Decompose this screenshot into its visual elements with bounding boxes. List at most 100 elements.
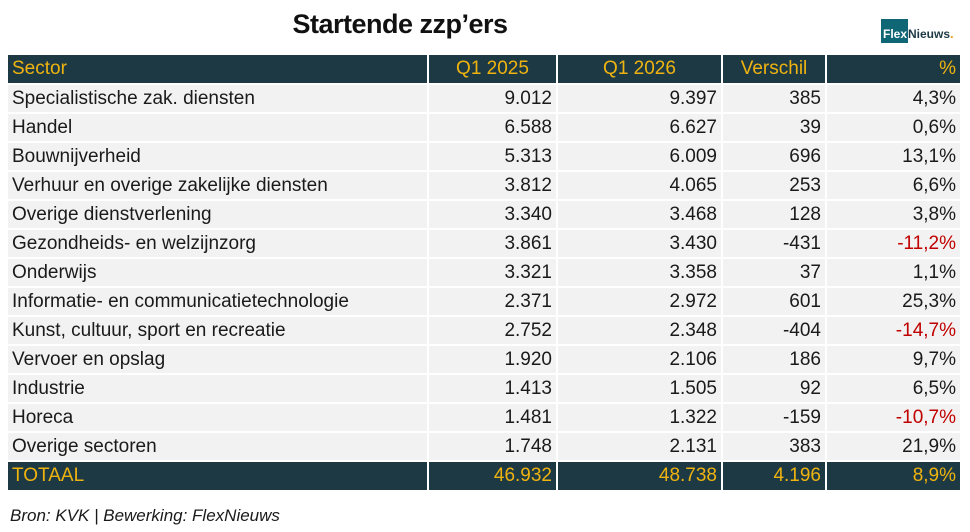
logo-nieuws-text: Nieuws bbox=[908, 27, 951, 41]
q1-2025-cell: 2.752 bbox=[429, 317, 556, 344]
verschil-cell: 253 bbox=[723, 172, 825, 199]
pct-cell: 21,9% bbox=[827, 433, 960, 460]
sector-cell: Horeca bbox=[8, 404, 427, 431]
q1-2026-cell: 6.627 bbox=[558, 114, 721, 141]
header-pct: % bbox=[827, 55, 960, 83]
sector-cell: Handel bbox=[8, 114, 427, 141]
sector-cell: Overige dienstverlening bbox=[8, 201, 427, 228]
sector-cell: Kunst, cultuur, sport en recreatie bbox=[8, 317, 427, 344]
table-row: Overige sectoren 1.748 2.131 383 21,9% bbox=[8, 433, 960, 460]
sector-cell: Overige sectoren bbox=[8, 433, 427, 460]
table-row: Gezondheids- en welzijnzorg 3.861 3.430 -43… bbox=[8, 230, 960, 257]
verschil-cell: 385 bbox=[723, 85, 825, 112]
pct-cell: 1,1% bbox=[827, 259, 960, 286]
q1-2026-cell: 3.358 bbox=[558, 259, 721, 286]
q1-2026-cell: 1.505 bbox=[558, 375, 721, 402]
q1-2025-cell: 3.812 bbox=[429, 172, 556, 199]
q1-2026-cell: 3.468 bbox=[558, 201, 721, 228]
table-row: Informatie- en communicatietechnologie 2.… bbox=[8, 288, 960, 315]
pct-cell: -14,7% bbox=[827, 317, 960, 344]
q1-2025-cell: 1.748 bbox=[429, 433, 556, 460]
pct-cell: -10,7% bbox=[827, 404, 960, 431]
table-row: Bouwnijverheid 5.313 6.009 696 13,1% bbox=[8, 143, 960, 170]
table-row: Horeca 1.481 1.322 -159 -10,7% bbox=[8, 404, 960, 431]
sector-cell: Verhuur en overige zakelijke diensten bbox=[8, 172, 427, 199]
total-q1-2025-cell: 46.932 bbox=[429, 462, 556, 490]
verschil-cell: -431 bbox=[723, 230, 825, 257]
header-sector: Sector bbox=[8, 55, 427, 83]
q1-2025-cell: 9.012 bbox=[429, 85, 556, 112]
pct-cell: 13,1% bbox=[827, 143, 960, 170]
verschil-cell: 39 bbox=[723, 114, 825, 141]
total-row: TOTAAL 46.932 48.738 4.196 8,9% bbox=[8, 462, 960, 490]
verschil-cell: -159 bbox=[723, 404, 825, 431]
verschil-cell: 92 bbox=[723, 375, 825, 402]
flexnieuws-logo: Flex Nieuws . bbox=[881, 19, 954, 43]
table-row: Industrie 1.413 1.505 92 6,5% bbox=[8, 375, 960, 402]
verschil-cell: 186 bbox=[723, 346, 825, 373]
pct-cell: 4,3% bbox=[827, 85, 960, 112]
verschil-cell: -404 bbox=[723, 317, 825, 344]
table-row: Overige dienstverlening 3.340 3.468 128 3,8% bbox=[8, 201, 960, 228]
q1-2026-cell: 2.131 bbox=[558, 433, 721, 460]
q1-2026-cell: 2.972 bbox=[558, 288, 721, 315]
q1-2025-cell: 5.313 bbox=[429, 143, 556, 170]
table-row: Vervoer en opslag 1.920 2.106 186 9,7% bbox=[8, 346, 960, 373]
sector-cell: Vervoer en opslag bbox=[8, 346, 427, 373]
total-q1-2026-cell: 48.738 bbox=[558, 462, 721, 490]
source-note: Bron: KVK | Bewerking: FlexNieuws bbox=[10, 506, 280, 525]
verschil-cell: 128 bbox=[723, 201, 825, 228]
pct-cell: 6,6% bbox=[827, 172, 960, 199]
q1-2026-cell: 2.348 bbox=[558, 317, 721, 344]
q1-2025-cell: 1.413 bbox=[429, 375, 556, 402]
verschil-cell: 383 bbox=[723, 433, 825, 460]
verschil-cell: 696 bbox=[723, 143, 825, 170]
q1-2026-cell: 6.009 bbox=[558, 143, 721, 170]
table-row: Onderwijs 3.321 3.358 37 1,1% bbox=[8, 259, 960, 286]
q1-2025-cell: 1.481 bbox=[429, 404, 556, 431]
table-row: Handel 6.588 6.627 39 0,6% bbox=[8, 114, 960, 141]
sector-cell: Gezondheids- en welzijnzorg bbox=[8, 230, 427, 257]
sector-cell: Industrie bbox=[8, 375, 427, 402]
total-pct-cell: 8,9% bbox=[827, 462, 960, 490]
total-label: TOTAAL bbox=[8, 462, 427, 490]
q1-2026-cell: 2.106 bbox=[558, 346, 721, 373]
q1-2026-cell: 4.065 bbox=[558, 172, 721, 199]
header-q1-2026: Q1 2026 bbox=[558, 55, 721, 83]
pct-cell: 0,6% bbox=[827, 114, 960, 141]
sector-cell: Onderwijs bbox=[8, 259, 427, 286]
table-row: Specialistische zak. diensten 9.012 9.397 3… bbox=[8, 85, 960, 112]
sector-cell: Bouwnijverheid bbox=[8, 143, 427, 170]
q1-2025-cell: 3.861 bbox=[429, 230, 556, 257]
header-verschil: Verschil bbox=[723, 55, 825, 83]
pct-cell: 3,8% bbox=[827, 201, 960, 228]
q1-2025-cell: 2.371 bbox=[429, 288, 556, 315]
q1-2026-cell: 9.397 bbox=[558, 85, 721, 112]
pct-cell: 6,5% bbox=[827, 375, 960, 402]
q1-2026-cell: 1.322 bbox=[558, 404, 721, 431]
verschil-cell: 601 bbox=[723, 288, 825, 315]
pct-cell: 9,7% bbox=[827, 346, 960, 373]
total-verschil-cell: 4.196 bbox=[723, 462, 825, 490]
pct-cell: -11,2% bbox=[827, 230, 960, 257]
table-row: Kunst, cultuur, sport en recreatie 2.752 2… bbox=[8, 317, 960, 344]
logo-dot: . bbox=[950, 26, 954, 41]
page-title: Startende zzp’ers bbox=[292, 9, 508, 39]
sector-cell: Specialistische zak. diensten bbox=[8, 85, 427, 112]
verschil-cell: 37 bbox=[723, 259, 825, 286]
sector-cell: Informatie- en communicatietechnologie bbox=[8, 288, 427, 315]
pct-cell: 25,3% bbox=[827, 288, 960, 315]
table-row: Verhuur en overige zakelijke diensten 3.8… bbox=[8, 172, 960, 199]
header-q1-2025: Q1 2025 bbox=[429, 55, 556, 83]
logo-square: Flex bbox=[881, 19, 908, 43]
q1-2026-cell: 3.430 bbox=[558, 230, 721, 257]
logo-flex-text: Flex bbox=[883, 27, 908, 41]
q1-2025-cell: 6.588 bbox=[429, 114, 556, 141]
q1-2025-cell: 3.340 bbox=[429, 201, 556, 228]
q1-2025-cell: 1.920 bbox=[429, 346, 556, 373]
table-header-row: Sector Q1 2025 Q1 2026 Verschil % bbox=[8, 55, 960, 83]
table-body: Specialistische zak. diensten 9.012 9.397 3… bbox=[8, 85, 960, 460]
q1-2025-cell: 3.321 bbox=[429, 259, 556, 286]
sector-table: Sector Q1 2025 Q1 2026 Verschil % Specia… bbox=[6, 53, 962, 492]
